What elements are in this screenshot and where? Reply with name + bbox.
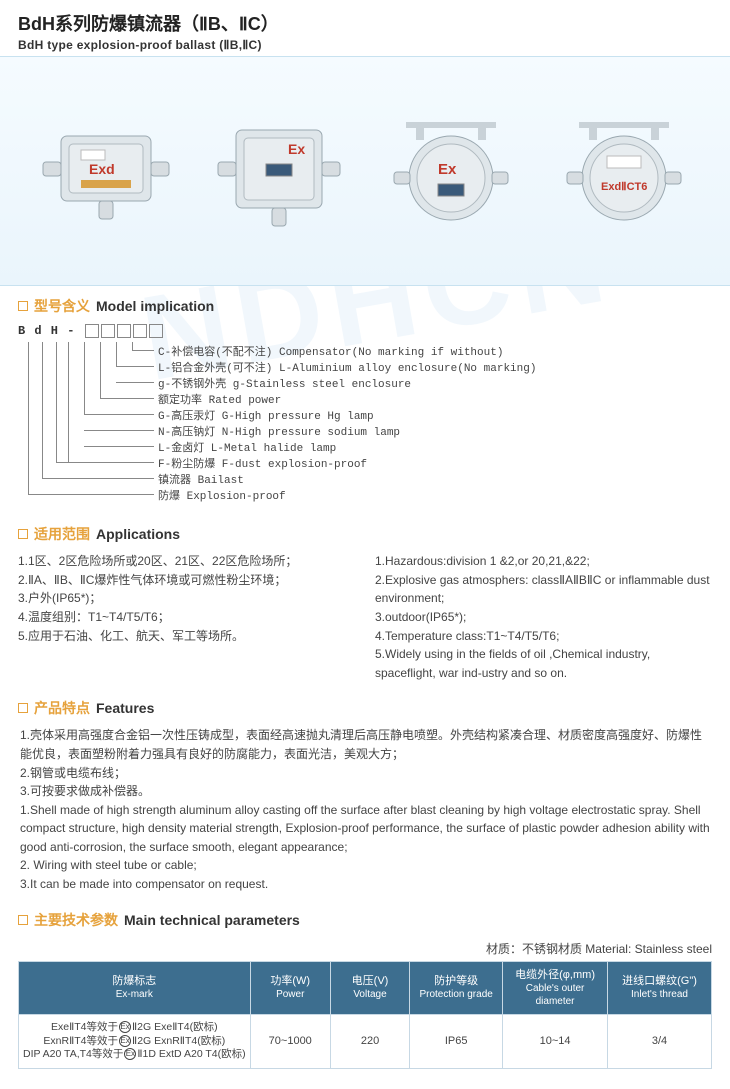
bullet-icon (18, 301, 28, 311)
page-title-en: BdH type explosion-proof ballast (ⅡB,ⅡC) (18, 38, 712, 52)
features-item: 2. Wiring with steel tube or cable; (18, 856, 712, 875)
model-line-label: 额定功率 Rated power (158, 391, 281, 407)
model-line-label: L-金卤灯 L-Metal halide lamp (158, 439, 336, 455)
model-box (101, 324, 115, 338)
model-box (133, 324, 147, 338)
features-item: 1.壳体采用高强度合金铝一次性压铸成型，表面经高速抛丸清理后高压静电喷塑。外壳结… (18, 726, 712, 763)
svg-text:Ex: Ex (438, 161, 457, 178)
features-list: 1.壳体采用高强度合金铝一次性压铸成型，表面经高速抛丸清理后高压静电喷塑。外壳结… (18, 726, 712, 893)
model-line-label: N-高压钠灯 N-High pressure sodium lamp (158, 423, 400, 439)
model-line-label: L-铝合金外壳(可不注) L-Aluminium alloy enclosure… (158, 359, 536, 375)
bullet-icon (18, 915, 28, 925)
applications-item: 1.1区、2区危险场所或20区、21区、22区危险场所； (18, 552, 355, 571)
section-title-params-cn: 主要技术参数 (34, 910, 118, 930)
product-image-4: ExdⅡCT6 (549, 106, 699, 236)
ex-circle-icon: Ex (124, 1048, 136, 1060)
applications-item: 1.Hazardous:division 1 &2,or 20,21,&22; (375, 552, 712, 571)
table-header-cell: 功率(W)Power (250, 961, 330, 1014)
applications-left-col: 1.1区、2区危险场所或20区、21区、22区危险场所；2.ⅡA、ⅡB、ⅡC爆炸… (18, 552, 355, 682)
ex-circle-icon: Ex (119, 1021, 131, 1033)
model-line-label: F-粉尘防爆 F-dust explosion-proof (158, 455, 367, 471)
exmark-line: DIP A20 TA,T4等效于ExⅡ1D ExtD A20 T4(欧标) (23, 1048, 246, 1062)
applications-item: 3.户外(IP65*)； (18, 589, 355, 608)
svg-text:Exd: Exd (89, 161, 115, 177)
page-title-cn: BdH系列防爆镇流器（ⅡB、ⅡC） (18, 10, 712, 36)
svg-text:ExdⅡCT6: ExdⅡCT6 (601, 181, 647, 193)
applications-item: 4.Temperature class:T1~T4/T5/T6; (375, 627, 712, 646)
section-title-apps-en: Applications (96, 526, 180, 542)
cell-cable: 10~14 (503, 1014, 608, 1068)
section-title-params-en: Main technical parameters (124, 912, 300, 928)
model-line-label: 镇流器 Bailast (158, 471, 244, 487)
model-line-label: C-补偿电容(不配不注) Compensator(No marking if w… (158, 343, 503, 359)
model-box (117, 324, 131, 338)
model-box (85, 324, 99, 338)
model-line-label: 防爆 Explosion-proof (158, 487, 286, 503)
model-box (149, 324, 163, 338)
model-placeholder-boxes (85, 324, 163, 338)
exmark-line: ExeⅡT4等效于ExⅡ2G ExeⅡT4(欧标) (23, 1021, 246, 1035)
material-note: 材质：不锈钢材质 Material: Stainless steel (0, 940, 730, 961)
applications-item: 5.应用于石油、化工、航天、军工等场所。 (18, 627, 355, 646)
applications-right-col: 1.Hazardous:division 1 &2,or 20,21,&22;2… (375, 552, 712, 682)
table-row: ExeⅡT4等效于ExⅡ2G ExeⅡT4(欧标)ExnRⅡT4等效于ExⅡ2G… (19, 1014, 712, 1068)
applications-item: 2.ⅡA、ⅡB、ⅡC爆炸性气体环境或可燃性粉尘环境； (18, 571, 355, 590)
bullet-icon (18, 529, 28, 539)
table-header-cell: 防护等级Protection grade (410, 961, 503, 1014)
model-prefix: B d H - (18, 324, 75, 338)
cell-exmark: ExeⅡT4等效于ExⅡ2G ExeⅡT4(欧标)ExnRⅡT4等效于ExⅡ2G… (19, 1014, 251, 1068)
parameters-table: 防爆标志Ex-mark功率(W)Power电压(V)Voltage防护等级Pro… (18, 961, 712, 1069)
cell-protection: IP65 (410, 1014, 503, 1068)
ex-circle-icon: Ex (119, 1035, 131, 1047)
table-header-cell: 电缆外径(φ,mm)Cable's outer diameter (503, 961, 608, 1014)
table-header-row: 防爆标志Ex-mark功率(W)Power电压(V)Voltage防护等级Pro… (19, 961, 712, 1014)
section-title-model-cn: 型号含义 (34, 296, 90, 316)
applications-item: 3.outdoor(IP65*); (375, 608, 712, 627)
applications-item: 5.Widely using in the fields of oil ,Che… (375, 645, 712, 682)
product-image-2: Ex (204, 106, 354, 236)
section-title-apps-cn: 适用范围 (34, 524, 90, 544)
features-item: 3.It can be made into compensator on req… (18, 875, 712, 894)
table-header-cell: 防爆标志Ex-mark (19, 961, 251, 1014)
features-item: 3.可按要求做成补偿器。 (18, 782, 712, 801)
product-image-strip: Exd Ex Ex (0, 56, 730, 286)
model-diagram: B d H - C-补偿电容(不配不注) Compensator(No mark… (18, 324, 712, 508)
product-image-1: Exd (31, 106, 181, 236)
cell-voltage: 220 (330, 1014, 409, 1068)
table-header-cell: 进线口螺纹(G")Inlet's thread (608, 961, 712, 1014)
cell-power: 70~1000 (250, 1014, 330, 1068)
bullet-icon (18, 703, 28, 713)
product-image-3: Ex (376, 106, 526, 236)
model-line-label: g-不锈钢外壳 g-Stainless steel enclosure (158, 375, 411, 391)
cell-inlet: 3/4 (608, 1014, 712, 1068)
features-item: 1.Shell made of high strength aluminum a… (18, 801, 712, 857)
features-item: 2.钢管或电缆布线； (18, 764, 712, 783)
table-header-cell: 电压(V)Voltage (330, 961, 409, 1014)
section-title-features-cn: 产品特点 (34, 698, 90, 718)
model-line-label: G-高压汞灯 G-High pressure Hg lamp (158, 407, 374, 423)
applications-item: 2.Explosive gas atmosphers: classⅡAⅡBⅡC … (375, 571, 712, 608)
section-title-features-en: Features (96, 700, 154, 716)
applications-item: 4.温度组别：T1~T4/T5/T6； (18, 608, 355, 627)
exmark-line: ExnRⅡT4等效于ExⅡ2G ExnRⅡT4(欧标) (23, 1035, 246, 1049)
section-title-model-en: Model implication (96, 298, 214, 314)
svg-text:Ex: Ex (288, 141, 305, 157)
